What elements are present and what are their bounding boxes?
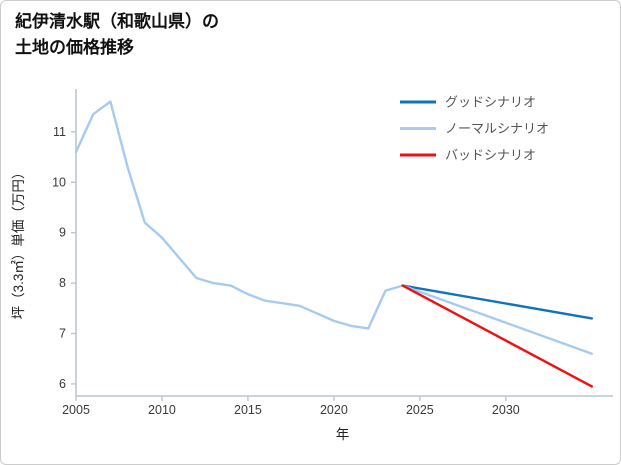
chart-title: 紀伊清水駅（和歌山県）の 土地の価格推移 [15, 9, 219, 60]
y-axis-label: 坪（3.3㎡）単価（万円） [11, 166, 26, 320]
x-axis-label: 年 [336, 427, 350, 442]
y-tick-label: 9 [59, 226, 66, 240]
y-tick-label: 7 [59, 326, 66, 340]
y-tick-label: 6 [59, 377, 66, 391]
y-tick-label: 10 [52, 175, 66, 189]
legend-label-good: グッドシナリオ [445, 95, 536, 110]
legend-label-normal: ノーマルシナリオ [445, 121, 549, 136]
series-line-good [401, 284, 593, 320]
x-tick-label: 2030 [492, 403, 520, 417]
chart-title-line2: 土地の価格推移 [15, 37, 134, 57]
y-tick-label: 11 [53, 125, 66, 139]
series-line-history [74, 100, 404, 330]
chart-title-line1: 紀伊清水駅（和歌山県）の [15, 12, 219, 31]
x-tick-label: 2010 [148, 403, 176, 417]
x-tick-label: 2015 [234, 403, 262, 417]
x-tick-label: 2020 [320, 403, 348, 417]
x-tick-label: 2025 [406, 403, 434, 417]
series-line-normal [401, 284, 593, 355]
series-line-bad [401, 284, 593, 388]
x-tick-label: 2005 [62, 403, 90, 417]
legend-label-bad: バッドシナリオ [445, 148, 536, 163]
y-tick-label: 8 [59, 276, 66, 290]
